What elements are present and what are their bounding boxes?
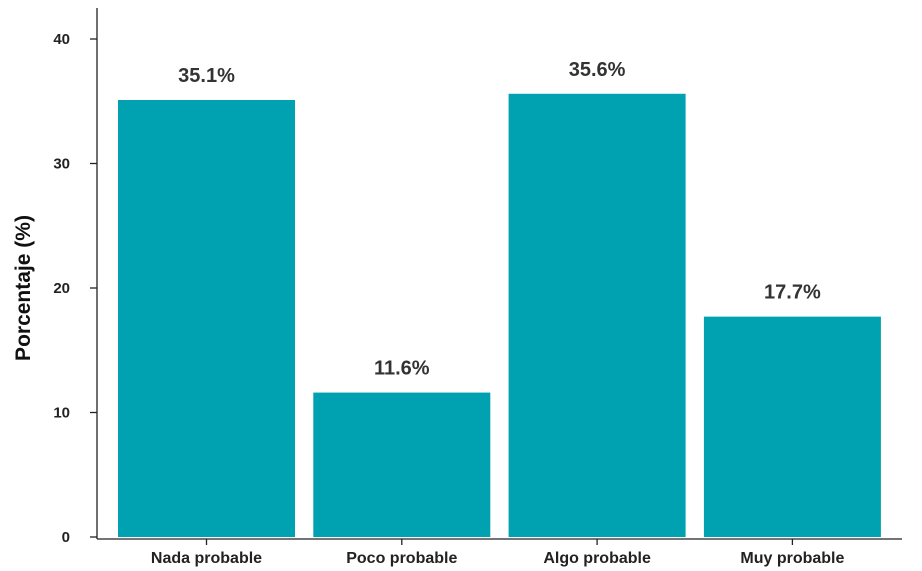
bar-value-label: 35.1% [178,65,235,87]
y-ticks-layer: 0 10 20 30 40 [53,31,97,546]
bar [118,100,295,537]
x-tick-label: Algo probable [543,550,651,567]
x-ticks-layer: Nada probable Poco probable Algo probable M… [151,539,845,567]
axes-layer [96,8,902,540]
y-tick-label: 20 [53,280,70,297]
value-labels-layer: 35.1% 11.6% 35.6% 17.7% [178,59,821,380]
bars-layer [118,93,881,537]
bar-value-label: 35.6% [569,59,626,81]
x-tick-label: Muy probable [740,550,844,567]
x-tick-label: Nada probable [151,550,262,567]
bar [703,316,881,537]
x-tick-label: Poco probable [346,550,457,567]
y-tick-label: 40 [53,31,70,48]
bar [508,93,686,537]
y-axis-title: Porcentaje (%) [12,215,35,361]
y-tick-label: 10 [53,405,70,422]
bar-value-label: 17.7% [764,282,821,304]
y-tick-label: 30 [53,156,70,173]
bar [313,392,491,537]
bar-value-label: 11.6% [374,358,430,380]
y-tick-label: 0 [62,529,70,546]
